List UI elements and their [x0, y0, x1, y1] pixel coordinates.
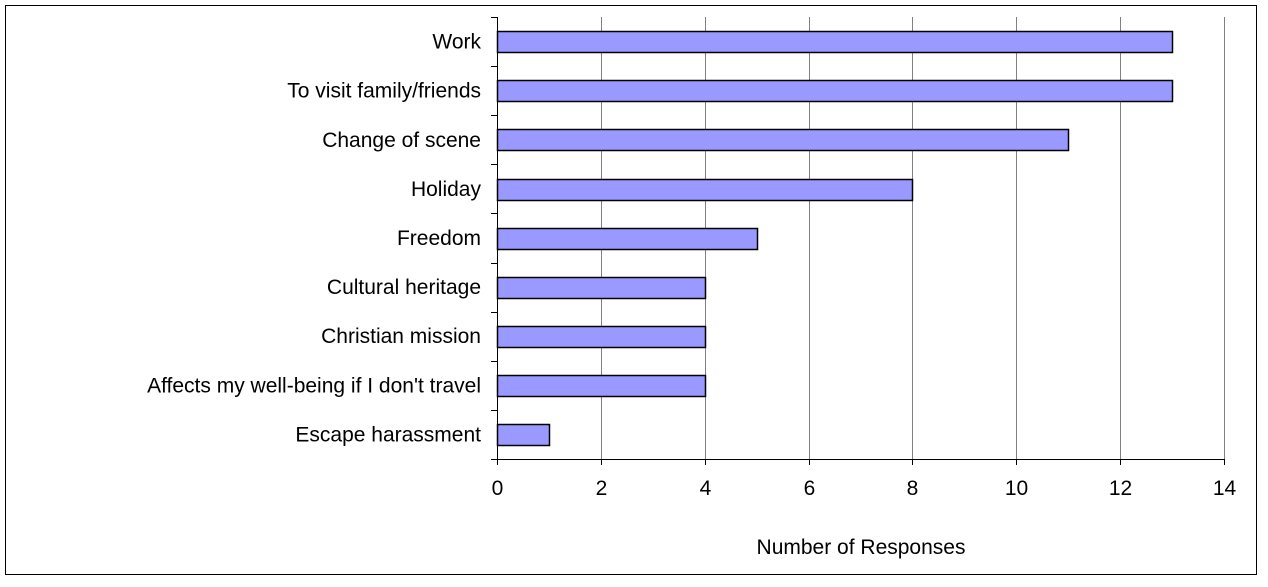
x-tick-label: 10: [1005, 477, 1028, 500]
axis-layer: [491, 17, 1225, 465]
bar: [496, 178, 914, 202]
x-tick-label: 2: [596, 477, 608, 500]
bar: [496, 423, 551, 447]
bar: [496, 325, 707, 349]
category-labels: Work To visit family/friends Change of sce…: [147, 31, 481, 447]
bar: [496, 79, 1174, 103]
x-tick-label: 6: [804, 477, 816, 500]
category-label: Work: [432, 31, 481, 54]
category-label: Holiday: [411, 178, 482, 201]
x-axis-title: Number of Responses: [757, 536, 966, 559]
category-label: Cultural heritage: [327, 276, 481, 299]
category-label: Escape harassment: [295, 423, 481, 446]
x-tick-label: 0: [492, 477, 504, 500]
bar: [496, 227, 759, 251]
category-label: To visit family/friends: [287, 80, 481, 103]
x-tick-label: 12: [1109, 477, 1132, 500]
category-label: Change of scene: [322, 129, 481, 152]
bars-layer: [496, 30, 1174, 447]
bar: [496, 374, 707, 398]
x-tick-label: 4: [700, 477, 712, 500]
bar: [496, 128, 1070, 152]
category-label: Freedom: [397, 227, 481, 250]
x-tick-label: 8: [907, 477, 919, 500]
bar-chart: Work To visit family/friends Change of sce…: [147, 17, 1237, 559]
x-tick-label: 14: [1213, 477, 1237, 500]
tick-labels: 0 2 4 6 8 10 12 14: [492, 477, 1237, 500]
bar: [496, 30, 1174, 54]
bar: [496, 276, 707, 300]
chart-frame: Work To visit family/friends Change of sce…: [5, 5, 1257, 575]
category-label: Christian mission: [321, 325, 481, 348]
category-label: Affects my well-being if I don't travel: [147, 374, 481, 397]
